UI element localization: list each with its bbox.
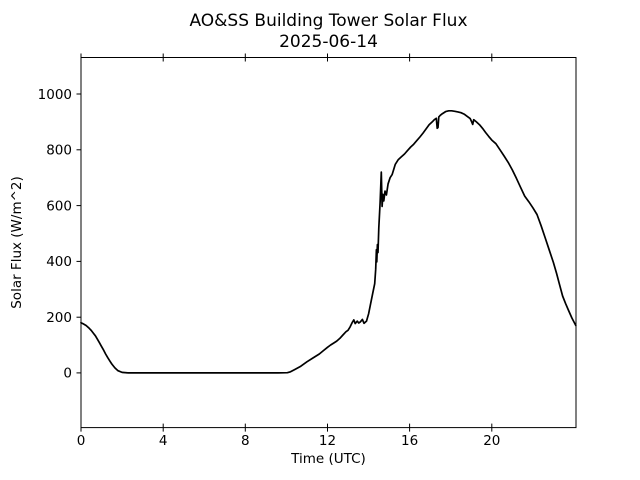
x-tick-label: 16 bbox=[401, 433, 418, 449]
y-tick-label: 1000 bbox=[38, 87, 72, 103]
x-tick-label: 8 bbox=[241, 433, 250, 449]
y-tick-label: 400 bbox=[46, 254, 72, 270]
x-tick-label: 4 bbox=[159, 433, 168, 449]
chart-title: AO&SS Building Tower Solar Flux bbox=[189, 11, 467, 31]
y-tick-label: 0 bbox=[63, 366, 72, 382]
y-axis-label: Solar Flux (W/m^2) bbox=[9, 176, 25, 309]
chart-subtitle-date: 2025-06-14 bbox=[279, 32, 378, 52]
y-tick-label: 600 bbox=[46, 198, 72, 214]
x-tick-label: 0 bbox=[77, 433, 86, 449]
x-tick-label: 12 bbox=[319, 433, 336, 449]
x-axis-label: Time (UTC) bbox=[290, 451, 366, 467]
y-axis-ticks: 0 200 400 600 800 1000 bbox=[38, 87, 81, 382]
y-tick-label: 200 bbox=[46, 310, 72, 326]
flux-curve bbox=[80, 109, 577, 374]
x-axis-ticks: 0 4 8 12 16 20 bbox=[77, 53, 500, 449]
plot-border bbox=[80, 57, 577, 429]
solar-flux-line bbox=[80, 109, 577, 374]
y-tick-label: 800 bbox=[46, 143, 72, 159]
x-tick-label: 20 bbox=[483, 433, 500, 449]
